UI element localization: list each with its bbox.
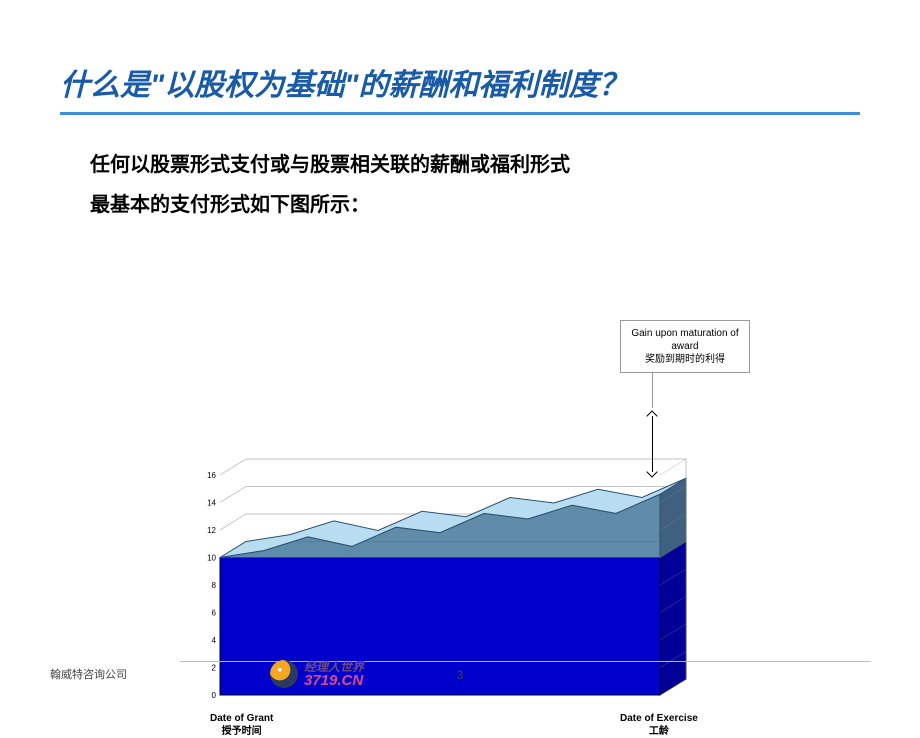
footer-logo: 经理人世界 3719.CN (270, 660, 364, 688)
page-number: 3 (457, 668, 464, 682)
title-underline (60, 112, 860, 115)
svg-text:4: 4 (212, 636, 217, 645)
area-chart: 0 2 4 6 8 10 12 14 16 (190, 395, 720, 705)
svg-text:6: 6 (212, 609, 217, 618)
logo-icon (270, 660, 298, 688)
date-of-grant-label: Date of Grant 授予时间 (210, 712, 273, 738)
slide-title: 什么是"以股权为基础"的薪酬和福利制度？ (60, 60, 860, 104)
svg-text:10: 10 (207, 554, 216, 563)
chart-container: Gain upon maturation of award 奖励到期时的利得 0… (190, 300, 720, 630)
date-of-exercise-label: Date of Exercise 工龄 (620, 712, 698, 738)
svg-text:16: 16 (207, 471, 216, 480)
svg-text:2: 2 (212, 664, 217, 673)
callout-zh: 奖励到期时的利得 (627, 353, 743, 366)
callout-en: Gain upon maturation of award (627, 327, 743, 353)
body-line-2: 最基本的支付形式如下图所示： (90, 185, 860, 225)
callout-box: Gain upon maturation of award 奖励到期时的利得 (620, 320, 750, 373)
logo-text: 经理人世界 3719.CN (304, 661, 364, 688)
svg-text:0: 0 (212, 691, 217, 700)
body-line-1: 任何以股票形式支付或与股票相关联的薪酬或福利形式 (90, 145, 860, 185)
svg-text:12: 12 (207, 526, 216, 535)
svg-text:8: 8 (212, 581, 217, 590)
footer-company: 翰威特咨询公司 (50, 666, 127, 682)
svg-text:14: 14 (207, 499, 216, 508)
